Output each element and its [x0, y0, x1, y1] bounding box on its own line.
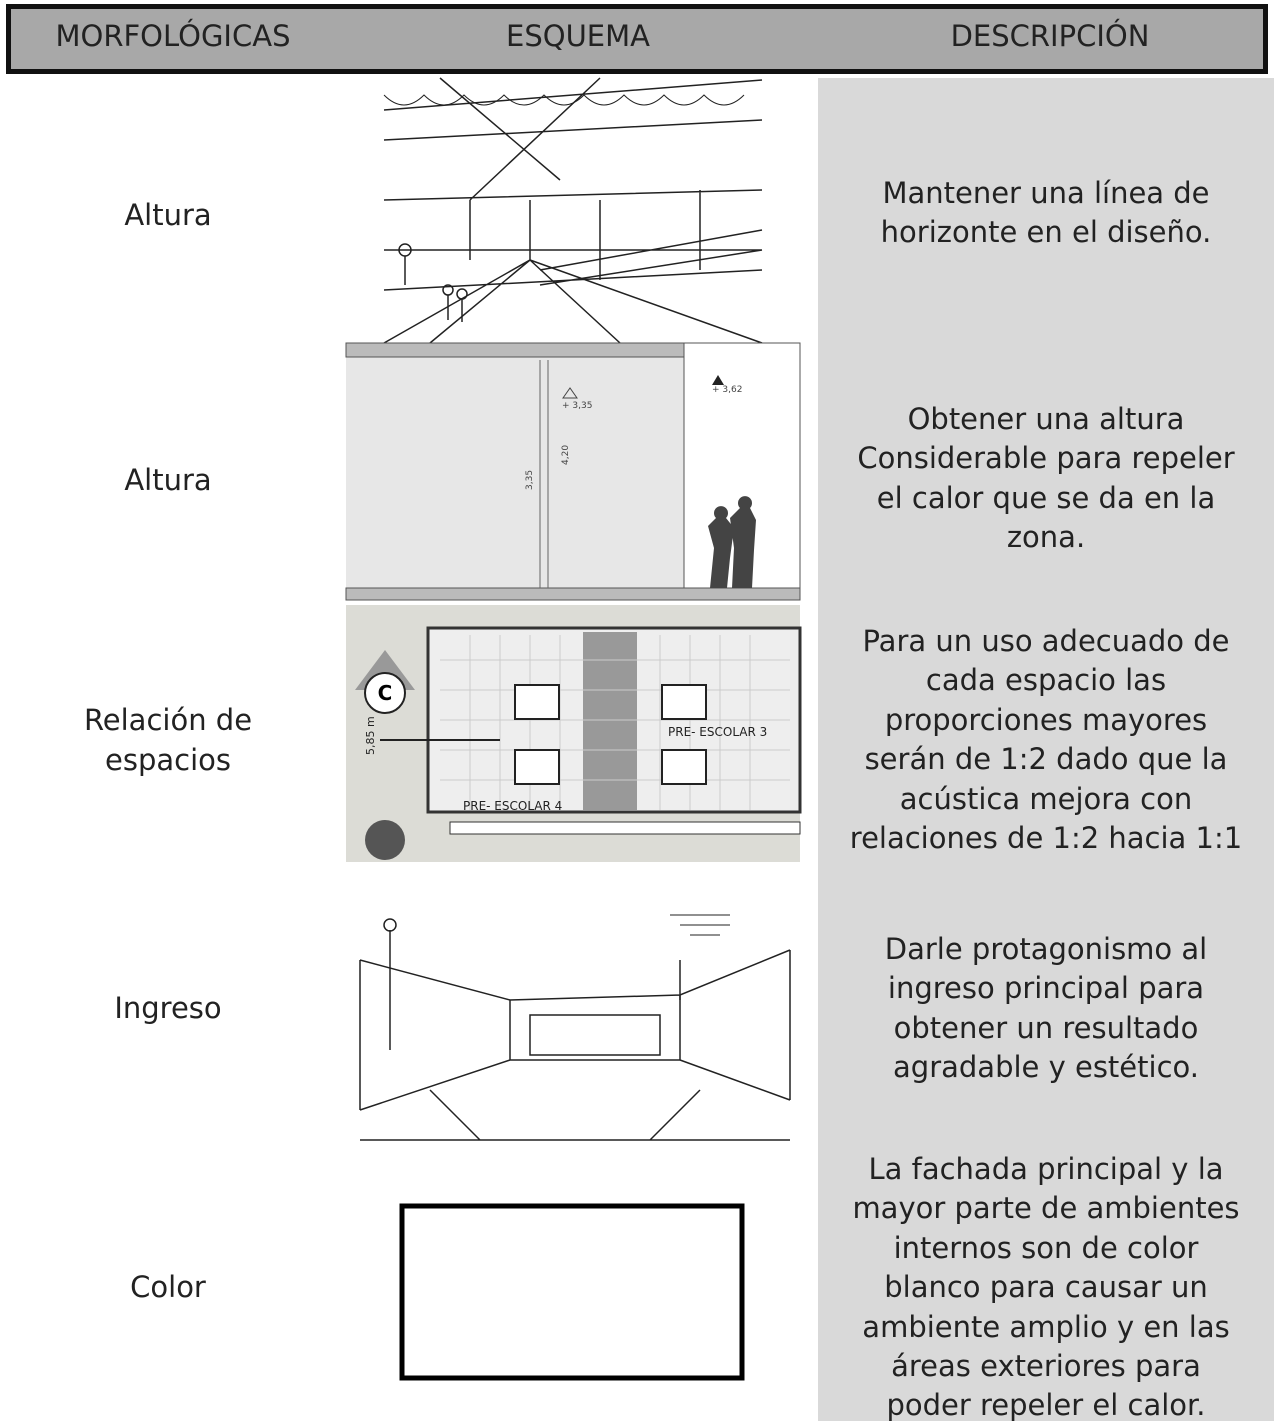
row-label-line: espacios [105, 743, 231, 777]
sketch-section: + 3,35 + 3,62 3,35 4,20 [345, 342, 801, 601]
row-label: Altura [3, 460, 333, 500]
row-label-line: Relación de [83, 703, 253, 737]
row-description: La fachada principal y la mayor parte de … [818, 1150, 1274, 1426]
row-label-line: Altura [124, 198, 212, 232]
drawing-label: 5,85 m [364, 716, 377, 755]
drawing-label: + 3,62 [712, 385, 742, 395]
drawing-label: PRE- ESCOLAR 3 [668, 725, 767, 739]
row-label: Altura [3, 195, 333, 235]
row-description: Para un uso adecuado de cada espacio las p… [818, 622, 1274, 858]
row-description-line: Mantener una línea de [882, 176, 1210, 210]
row-description-line: el calor que se da en la [876, 480, 1216, 515]
row-description-line: áreas exteriores para [891, 1349, 1201, 1384]
row-description-line: acústica mejora con [899, 781, 1193, 816]
row-description: Darle protagonismo al ingreso principal p… [818, 930, 1274, 1088]
row-description-line: blanco para causar un [884, 1270, 1208, 1305]
row-description-line: obtener un resultado [893, 1010, 1199, 1045]
drawing-label: C [378, 681, 393, 705]
drawing-label: 3,35 [525, 470, 535, 490]
row-label-line: Color [130, 1270, 206, 1304]
color-swatch [399, 1203, 745, 1381]
row-description-line: Considerable para repeler [857, 441, 1235, 476]
row-description-line: Darle protagonismo al [884, 932, 1208, 966]
row-description-line: serán de 1:2 dado que la [864, 742, 1228, 777]
drawing-label: 4,20 [561, 445, 571, 465]
row-description: Mantener una línea de horizonte en el dis… [818, 174, 1274, 253]
row-description-line: Para un uso adecuado de [862, 624, 1230, 658]
row-description-line: relaciones de 1:2 hacia 1:1 [849, 821, 1243, 856]
column-header: ESQUEMA [506, 19, 650, 53]
row-description-line: La fachada principal y la [868, 1152, 1224, 1186]
row-description-line: proporciones mayores [884, 702, 1208, 737]
sketch-perspective [383, 77, 763, 344]
row-description-line: Obtener una altura [907, 402, 1185, 436]
row-label-line: Ingreso [114, 991, 222, 1025]
drawing-label: + 3,35 [562, 401, 592, 411]
table-header: MORFOLÓGICAS ESQUEMA DESCRIPCIÓN [6, 4, 1268, 74]
row-description: Obtener una altura Considerable para repe… [818, 400, 1274, 558]
row-label: Ingreso [3, 988, 333, 1028]
sketch-plan: C PRE- ESCOLAR 3 PRE- ESCOLAR 4 5,85 m [346, 605, 802, 862]
row-description-line: cada espacio las [925, 663, 1167, 698]
row-label: Relación de espacios [3, 700, 333, 780]
row-description-line: mayor parte de ambientes [852, 1191, 1240, 1226]
drawing-label: PRE- ESCOLAR 4 [463, 799, 562, 813]
row-description-line: ambiente amplio y en las [862, 1309, 1230, 1344]
column-header: DESCRIPCIÓN [950, 19, 1150, 53]
description-column [818, 78, 1274, 1421]
row-description-line: agradable y estético. [893, 1050, 1199, 1085]
row-description-line: ingreso principal para [887, 971, 1205, 1006]
row-description-line: zona. [1006, 520, 1086, 555]
sketch-entrance [359, 914, 791, 1141]
row-label: Color [3, 1267, 333, 1307]
column-header: MORFOLÓGICAS [55, 19, 291, 53]
row-description-line: horizonte en el diseño. [880, 215, 1212, 250]
row-description-line: poder repeler el calor. [886, 1388, 1206, 1423]
row-description-line: internos son de color [893, 1230, 1199, 1265]
row-label-line: Altura [124, 463, 212, 497]
